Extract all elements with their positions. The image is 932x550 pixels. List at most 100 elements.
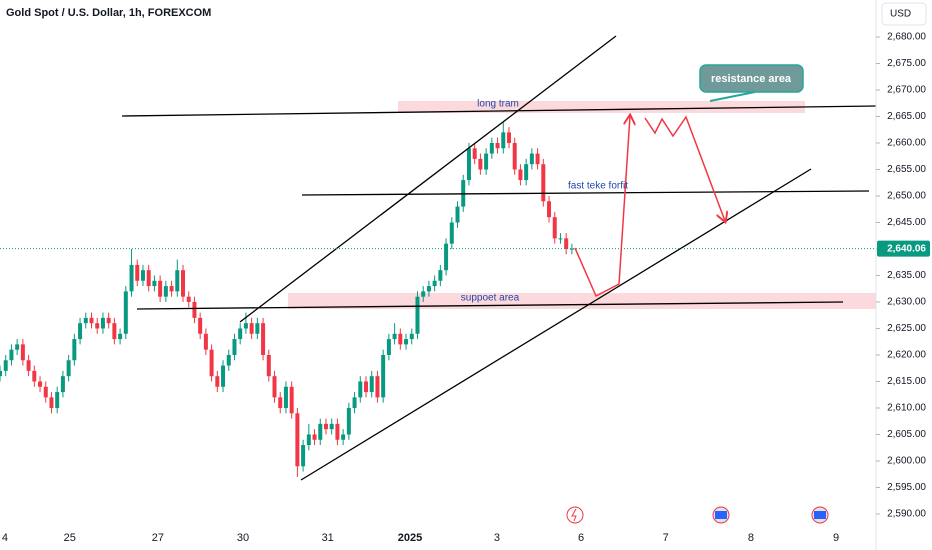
y-tick-label: 2,645.00 [887,217,926,228]
x-tick-label: 7 [663,532,669,544]
events [566,506,829,524]
candle-body [547,201,552,218]
candle-body [535,153,540,165]
candle-body [38,381,43,387]
y-tick-label: 2,610.00 [887,403,926,414]
candle-body [346,407,351,435]
y-tick-label: 2,655.00 [887,164,926,175]
candle-body [295,413,300,467]
candle-body [501,132,506,149]
candle-body [221,365,226,387]
y-tick-label: 2,600.00 [887,456,926,467]
candle-body [529,153,534,165]
chart-title: Gold Spot / U.S. Dollar, 1h, FOREXCOM [6,7,211,19]
candle-body [49,397,54,408]
x-tick-label: 30 [237,532,249,544]
candle-body [112,323,117,340]
candle-body [564,238,569,249]
candle-body [226,354,231,366]
drawings [121,35,878,481]
profit-line [301,190,870,196]
currency-box[interactable] [881,2,927,26]
candle-body [123,291,128,334]
candle-body [312,434,317,440]
candle-body [3,360,8,371]
candle-body [0,370,2,377]
lower-channel [300,168,812,481]
candle-body [118,333,123,340]
candle-body [9,349,14,361]
candle-body [541,164,546,202]
x-tick-label: 27 [152,532,164,544]
candle-body [289,386,294,414]
y-tick-label: 2,630.00 [887,297,926,308]
y-tick-label: 2,680.00 [887,32,926,43]
candle-body [66,360,71,377]
candle-body [283,386,288,408]
resistance-zone [398,101,805,113]
candle-body [323,423,328,430]
upper-channel [239,35,617,323]
x-tick-label: 25 [64,532,76,544]
candle-body [432,280,437,287]
candle-body [392,333,397,340]
candle-body [60,376,65,393]
candle-body [301,445,306,467]
candle-body [129,264,134,292]
candle-body [426,286,431,292]
x-tick-label: 2025 [398,532,422,544]
support-line [136,301,844,310]
candle-body [140,270,145,281]
candle-body [232,339,237,355]
candle-body [272,376,277,398]
candle-body [512,142,517,170]
annotation: suppoet area [461,293,520,304]
candle-body [175,270,180,292]
candle-body [409,333,414,340]
y-tick-label: 2,635.00 [887,270,926,281]
candle-body [466,148,471,181]
candle-body [238,328,243,340]
y-tick-label: 2,605.00 [887,429,926,440]
x-tick-label: 6 [578,532,584,544]
y-tick-label: 2,590.00 [887,509,926,520]
candle-body [415,296,420,334]
candle-body [32,370,37,382]
candle-body [43,386,48,398]
candle-body [306,434,311,446]
annotation: long tram [477,99,519,110]
x-tick-label: 9 [833,532,839,544]
candle-body [375,376,380,398]
candle-body [249,323,254,334]
candle-body [438,270,443,281]
candle-body [489,142,494,154]
candle-body [198,317,203,334]
candle-body [169,286,174,292]
candle-body [203,333,208,350]
candle-body [335,423,340,440]
candle-body [478,158,483,170]
candle-body [26,360,31,371]
candle-body [55,392,60,408]
candle-body [106,317,111,324]
currency: USD [890,9,911,20]
candle-body [163,286,168,297]
projection-up [574,116,630,298]
support-zone [288,293,877,309]
y-tick-label: 2,675.00 [887,58,926,69]
callout-box [699,64,804,93]
y-tick-label: 2,615.00 [887,376,926,387]
candle-body [100,317,105,329]
candle-body [209,349,214,377]
projection-down [644,115,725,221]
candle-body [243,323,248,329]
callout-text: resistance area [711,73,792,85]
y-tick-label: 2,665.00 [887,111,926,122]
candle-body [444,243,449,271]
candle-body [386,339,391,355]
candle-body [552,217,557,239]
candle-body [421,291,426,297]
candle-body [495,142,500,149]
candle-body [369,376,374,393]
